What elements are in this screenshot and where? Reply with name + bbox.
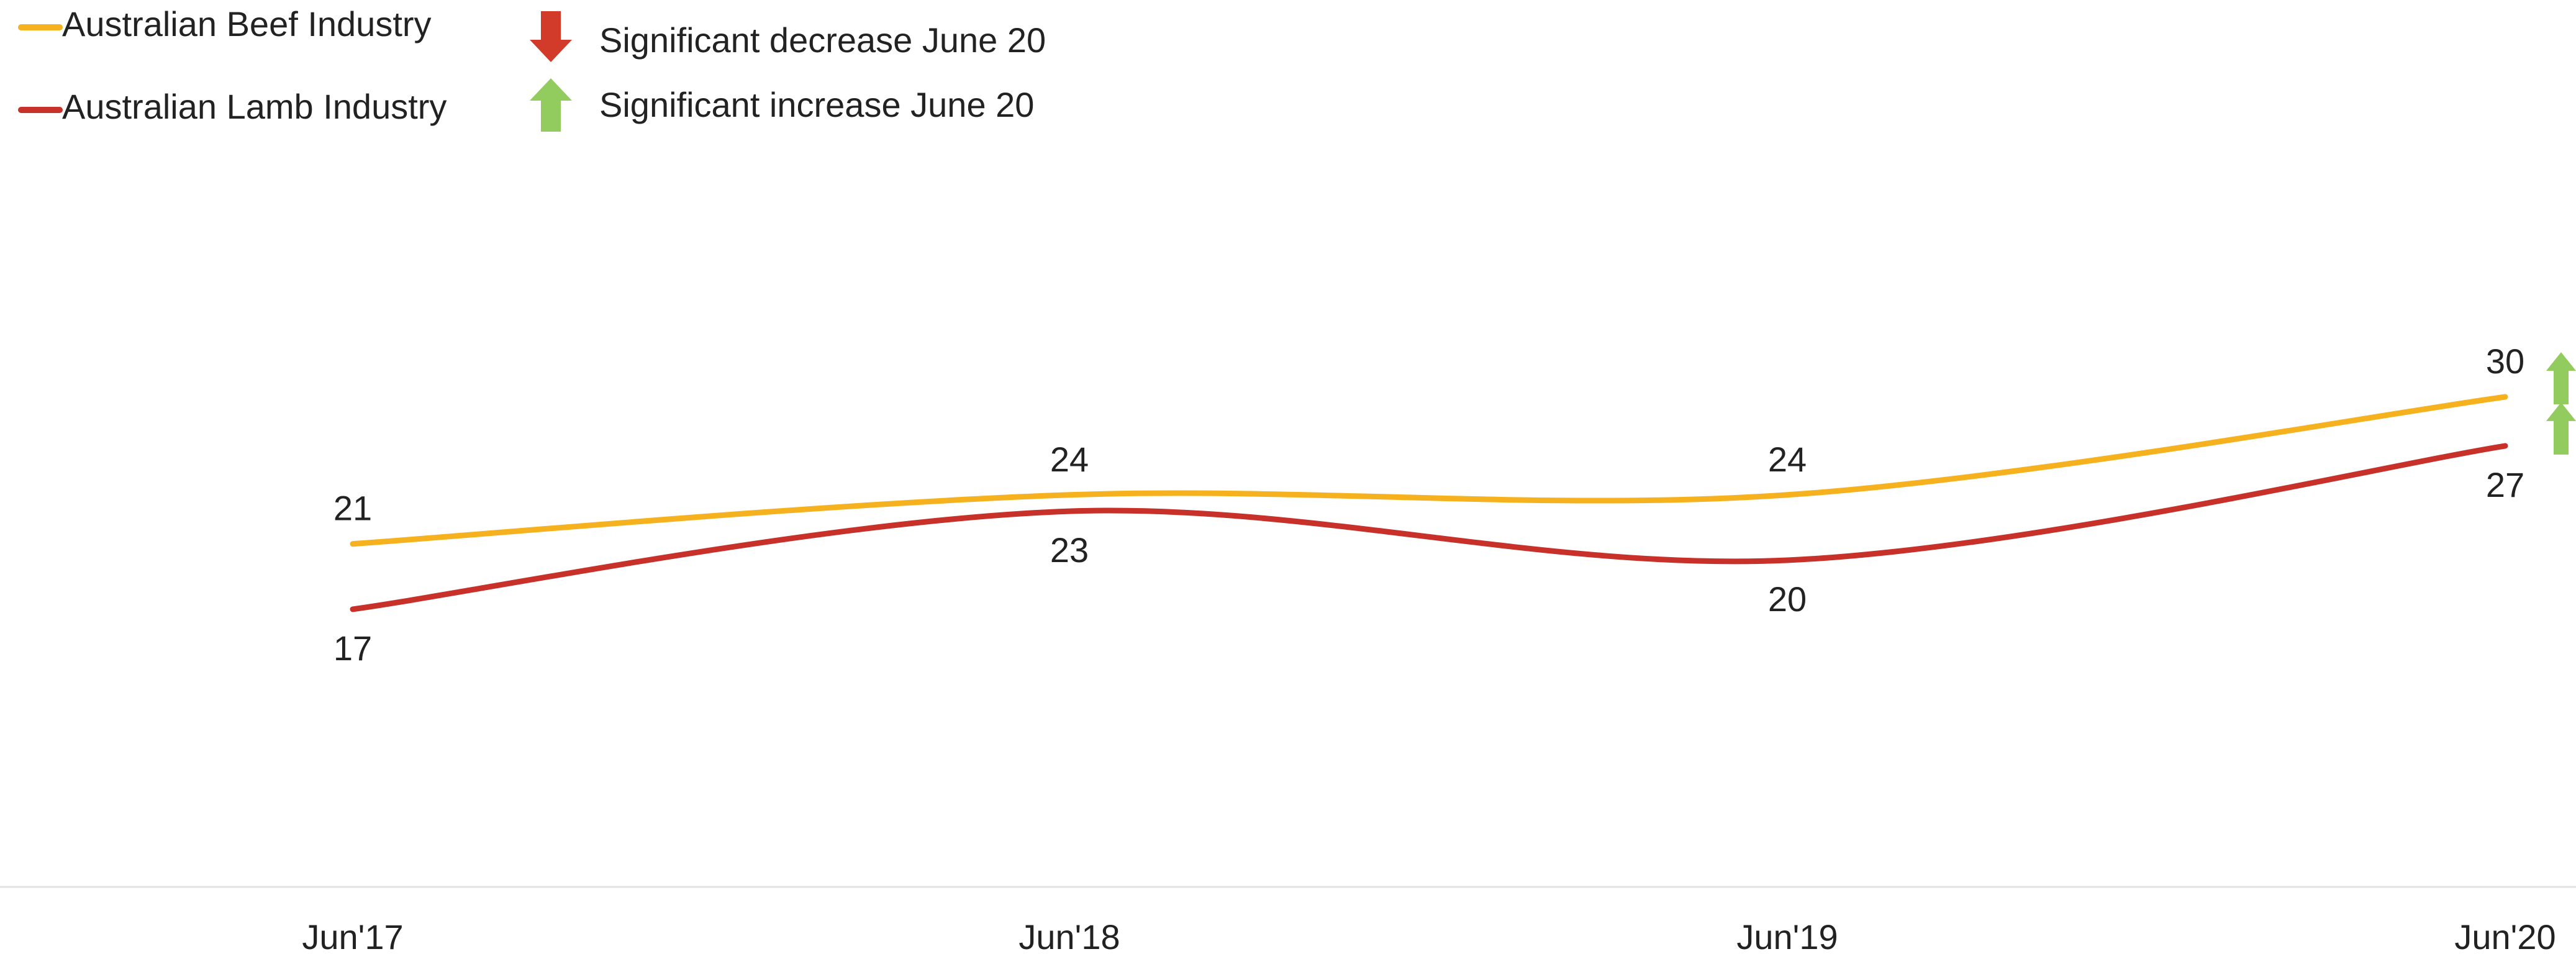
- x-tick-label: Jun'17: [302, 917, 403, 954]
- data-label-lamb: 23: [1050, 530, 1089, 570]
- arrow-up-icon: [530, 78, 572, 132]
- series-layer: [350, 394, 2508, 612]
- data-labels: 21 24 24 30 17 23 20 27: [333, 342, 2524, 668]
- data-label-beef: 24: [1050, 440, 1089, 479]
- series-line-beef: [350, 394, 2508, 547]
- legend-label-lamb: Australian Lamb Industry: [62, 87, 447, 126]
- arrow-up-icon: [2546, 402, 2576, 455]
- legend-label-significant-increase: Significant increase June 20: [599, 85, 1034, 124]
- data-label-beef: 21: [333, 489, 372, 528]
- x-axis-tick-labels: Jun'17 Jun'18 Jun'19 Jun'20: [302, 917, 2556, 954]
- legend-item-significant-increase: Significant increase June 20: [530, 78, 1034, 132]
- x-tick-label: Jun'18: [1018, 917, 1120, 954]
- data-label-beef: 24: [1768, 440, 1807, 479]
- data-label-lamb: 27: [2486, 465, 2524, 504]
- legend-label-significant-decrease: Significant decrease June 20: [599, 20, 1046, 60]
- legend: Australian Beef Industry Australian Lamb…: [18, 4, 1046, 132]
- legend-label-beef: Australian Beef Industry: [62, 4, 432, 43]
- significance-markers: [2546, 352, 2576, 455]
- legend-item-beef: Australian Beef Industry: [18, 4, 432, 43]
- legend-item-significant-decrease: Significant decrease June 20: [530, 11, 1046, 62]
- data-label-lamb: 20: [1768, 579, 1807, 619]
- legend-item-lamb: Australian Lamb Industry: [18, 87, 447, 126]
- data-label-beef: 30: [2486, 342, 2524, 381]
- data-label-lamb: 17: [333, 629, 372, 668]
- x-tick-label: Jun'19: [1736, 917, 1838, 954]
- arrow-down-icon: [530, 11, 572, 62]
- series-line-lamb: [350, 443, 2508, 612]
- arrow-up-icon: [2546, 352, 2576, 404]
- x-tick-label: Jun'20: [2454, 917, 2556, 954]
- plot-area: 21 24 24 30 17 23 20 27 Jun'17 Jun'18 Jun'19 Jun'2…: [0, 342, 2576, 954]
